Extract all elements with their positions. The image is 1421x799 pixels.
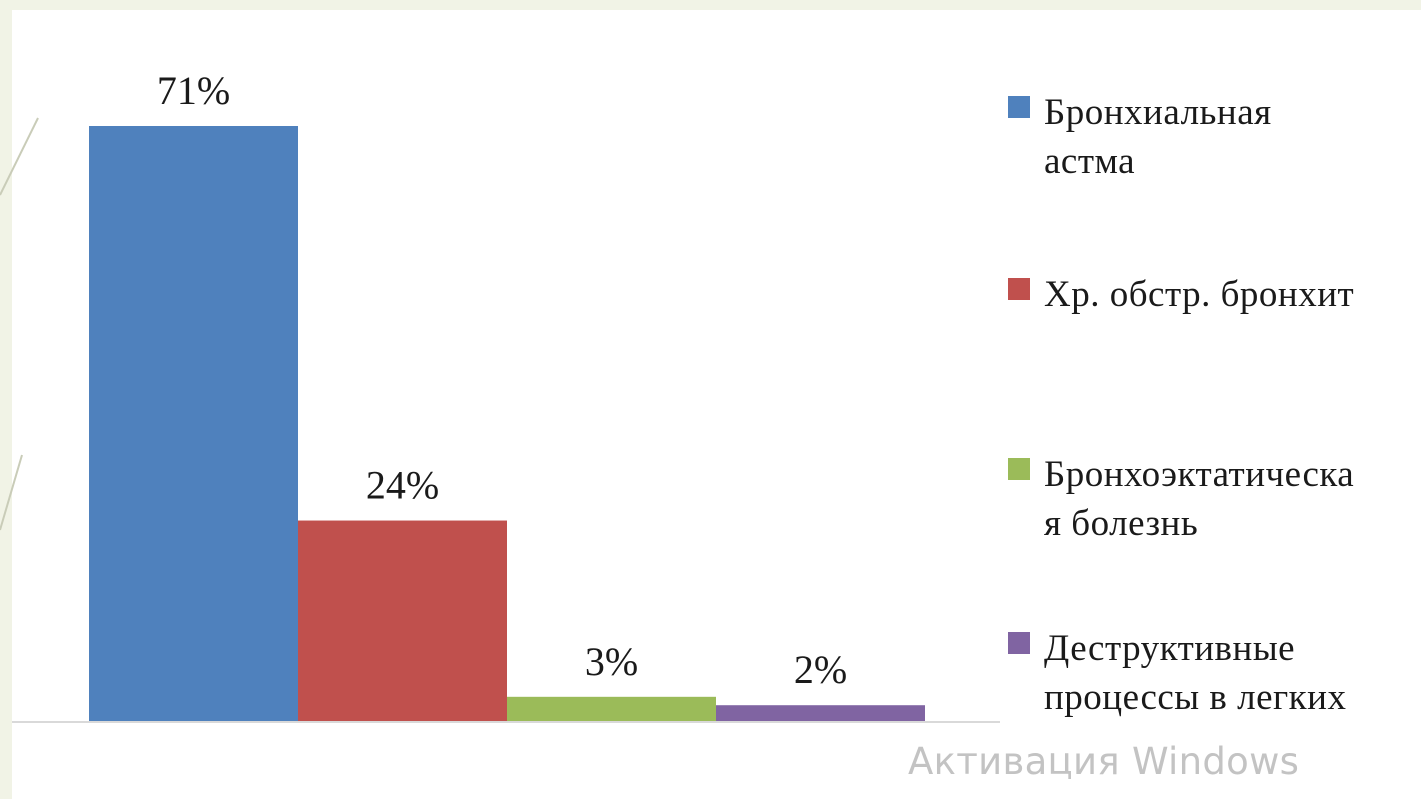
legend-item-4: Деструктивные процессы в легких bbox=[1008, 624, 1421, 722]
legend-swatch-4 bbox=[1008, 632, 1030, 654]
data-label-1: 71% bbox=[157, 68, 230, 113]
legend-swatch-1 bbox=[1008, 96, 1030, 118]
data-label-2: 24% bbox=[366, 463, 439, 508]
bars-layer bbox=[89, 126, 925, 722]
bar-3 bbox=[507, 696, 716, 722]
bar-4 bbox=[716, 705, 925, 722]
legend-swatch-3 bbox=[1008, 458, 1030, 480]
legend-item-1: Бронхиальная астма bbox=[1008, 88, 1421, 186]
legend-item-2: Хр. обстр. бронхит bbox=[1008, 270, 1421, 319]
decor-line bbox=[0, 117, 39, 196]
legend-label-3: Бронхоэктатическа я болезнь bbox=[1044, 454, 1355, 544]
decor-line bbox=[0, 454, 23, 531]
legend-item-3: Бронхоэктатическа я болезнь bbox=[1008, 450, 1421, 548]
bar-1 bbox=[89, 126, 298, 722]
windows-activation-watermark: Активация Windows bbox=[908, 740, 1300, 783]
data-labels-layer: 71% 24% 3% 2% bbox=[157, 68, 847, 692]
legend-label-4: Деструктивные процессы в легких bbox=[1044, 628, 1347, 718]
data-label-4: 2% bbox=[794, 647, 847, 692]
legend-swatch-2 bbox=[1008, 278, 1030, 300]
data-label-3: 3% bbox=[585, 639, 638, 684]
legend-label-1: Бронхиальная астма bbox=[1044, 92, 1272, 182]
legend-label-2: Хр. обстр. бронхит bbox=[1044, 274, 1355, 315]
bar-2 bbox=[298, 520, 507, 722]
